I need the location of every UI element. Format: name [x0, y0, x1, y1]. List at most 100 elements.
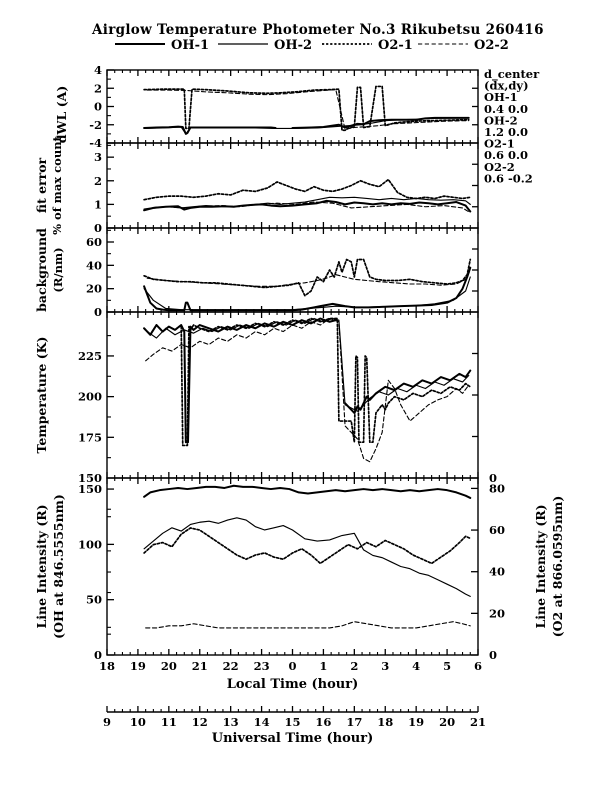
axis-tick-label: 150 — [78, 471, 102, 485]
y-axis-title-background-units: (R/nm) — [51, 247, 65, 292]
axis-tick-label: 0 — [94, 305, 102, 319]
y-axis-title-intensity-left: Line Intensity (R) — [34, 504, 49, 628]
local-time-axis-title: Local Time (hour) — [227, 677, 359, 692]
annotation-series-name: O2-2 — [484, 160, 515, 174]
axis-tick-label: 12 — [192, 715, 208, 729]
axis-tick-label: 0 — [94, 221, 102, 235]
series-oh-2-background — [143, 276, 471, 311]
annotation-header-dxdy: (dx,dy) — [484, 79, 529, 93]
axis-tick-label: 40 — [86, 258, 102, 272]
axis-tick-label: 5 — [443, 659, 451, 673]
axis-tick-label: 3 — [94, 150, 102, 164]
axis-tick-label: 19 — [130, 659, 146, 673]
legend-label: OH-1 — [171, 38, 209, 53]
axis-tick-label: 1 — [94, 197, 102, 211]
y-axis-title-dwl: dWL (A) — [54, 86, 69, 143]
series-oh-1-background — [143, 266, 472, 312]
axis-tick-label: -2 — [89, 118, 102, 132]
axis-tick-label: -4 — [89, 136, 102, 150]
annotation-series-name: OH-2 — [484, 113, 518, 127]
axis-tick-label: 20 — [489, 606, 505, 620]
axis-tick-label: 0 — [489, 648, 497, 662]
legend-label: O2-2 — [474, 38, 509, 53]
y-axis-dwl-left — [107, 69, 114, 144]
axis-tick-label: 40 — [489, 565, 505, 579]
series-oh-2-temperature — [146, 317, 470, 412]
legend-item-oh-1: OH-1 — [115, 38, 209, 53]
legend-item-oh-2: OH-2 — [218, 38, 312, 53]
y-axis-intensity-right — [471, 487, 478, 656]
y-axis-title-temperature: Temperature (K) — [34, 337, 49, 454]
series-o2-2-background — [146, 269, 471, 287]
panel-background — [106, 227, 479, 313]
axis-tick-label: 4 — [94, 63, 102, 77]
axis-tick-label: 100 — [78, 537, 102, 551]
axis-tick-label: 0 — [94, 648, 102, 662]
panel-intensity — [106, 477, 479, 656]
axis-tick-label: 0 — [489, 471, 497, 485]
legend-item-o2-2: O2-2 — [418, 38, 509, 53]
annotation-series-values: 0.4 0.0 — [484, 102, 528, 116]
y-axis-intensity-left — [107, 488, 114, 656]
axis-tick-label: 0 — [288, 659, 296, 673]
axis-tick-label: 2 — [350, 659, 358, 673]
y-axis-title-fit-error-units: % of max count — [50, 135, 64, 234]
annotation-series-values: 1.2 0.0 — [484, 125, 528, 139]
axis-tick-label: 23 — [254, 659, 270, 673]
axis-tick-label: 225 — [78, 349, 102, 363]
y-axis-title-background: background — [34, 228, 49, 312]
universal-time-axis: 9 10 11 12 13 14 15 16 17 18 19 20 21 Universal Time … — [103, 706, 486, 746]
axis-tick-label: 20 — [86, 282, 102, 296]
axis-tick-label: 20 — [161, 659, 177, 673]
axis-tick-label: 50 — [86, 593, 102, 607]
axis-tick-label: 150 — [78, 482, 102, 496]
series-o2-2-fiterror — [146, 201, 471, 214]
y-axis-title-fit-error: fit error — [34, 157, 49, 213]
axis-tick-label: 6 — [474, 659, 482, 673]
axis-tick-label: 2 — [94, 81, 102, 95]
axis-tick-label: 80 — [489, 481, 505, 495]
axis-tick-label: 175 — [78, 430, 102, 444]
axis-tick-label: 22 — [223, 659, 239, 673]
panel-dwl — [106, 69, 479, 144]
series-oh-1-temperature — [143, 317, 472, 444]
axis-tick-label: 0 — [94, 100, 102, 114]
axis-tick-label: 11 — [161, 715, 177, 729]
axis-tick-label: 60 — [489, 523, 505, 537]
series-o2-2-intensity — [145, 621, 471, 629]
y-axis-background-left — [107, 241, 114, 313]
annotation-header-dcenter: d_center — [484, 67, 540, 82]
axis-tick-label: 200 — [78, 390, 102, 404]
universal-time-axis-title: Universal Time (hour) — [212, 731, 374, 746]
series-o2-2-temperature — [145, 317, 470, 463]
axis-tick-label: 13 — [223, 715, 239, 729]
annotation-series-name: OH-1 — [484, 90, 518, 104]
axis-tick-label: 18 — [377, 715, 393, 729]
axis-tick-label: 14 — [254, 715, 270, 729]
axis-tick-label: 20 — [439, 715, 455, 729]
axis-tick-label: 19 — [408, 715, 424, 729]
y-axis-title-intensity-left-units: (OH at 846.5555nm) — [51, 494, 66, 639]
legend-item-o2-1: O2-1 — [322, 38, 413, 53]
axis-tick-label: 21 — [192, 659, 208, 673]
legend-label: O2-1 — [378, 38, 413, 53]
annotation-series-values: 0.6 -0.2 — [484, 171, 533, 185]
page-title: Airglow Temperature Photometer No.3 Riku… — [92, 22, 544, 38]
axis-tick-label: 10 — [130, 715, 146, 729]
axis-tick-label: 18 — [99, 659, 115, 673]
axis-tick-label: 9 — [103, 715, 111, 729]
axis-tick-label: 2 — [94, 174, 102, 188]
series-oh-2-dwl — [143, 117, 470, 135]
series-oh-2-intensity — [143, 517, 471, 597]
legend-label: OH-2 — [274, 38, 312, 53]
series-o2-1-fiterror — [143, 178, 472, 201]
axis-tick-label: 17 — [346, 715, 362, 729]
y-axis-fiterror-left — [107, 156, 114, 229]
panel-fiterror — [106, 142, 479, 229]
axis-tick-label: 3 — [381, 659, 389, 673]
series-oh-1-intensity — [143, 484, 472, 499]
axis-tick-label: 21 — [470, 715, 486, 729]
series-o2-2-dwl — [146, 89, 470, 130]
panel-temperature — [106, 311, 479, 479]
